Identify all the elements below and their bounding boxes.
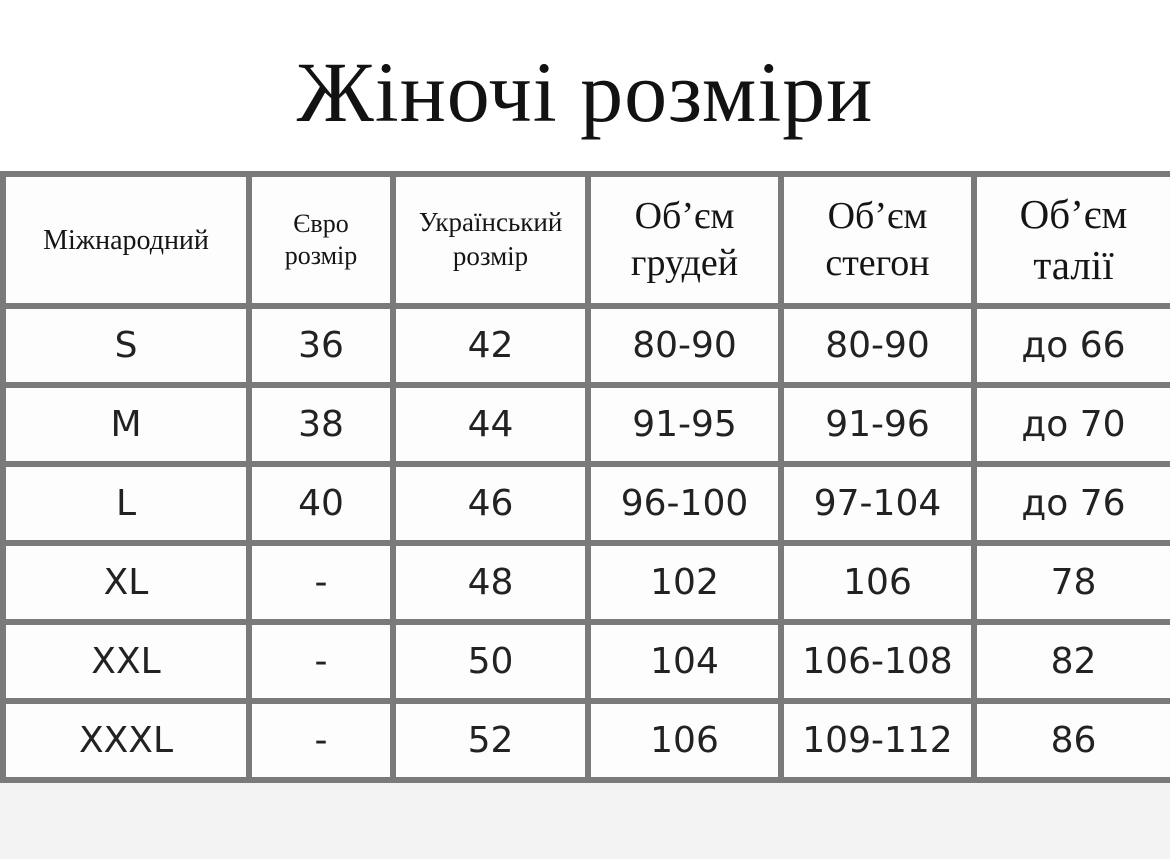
column-header-euro-size: Євро розмір xyxy=(246,171,396,309)
cell-waist: 78 xyxy=(971,540,1170,625)
table-row-xxl: XXL - 50 104 106-108 82 xyxy=(0,619,1170,704)
cell-chest: 91-95 xyxy=(585,382,784,467)
table-row-xl: XL - 48 102 106 78 xyxy=(0,540,1170,625)
cell-chest: 102 xyxy=(585,540,784,625)
cell-hips: 97-104 xyxy=(778,461,977,546)
cell-waist: 82 xyxy=(971,619,1170,704)
table-header-row: Міжнародний Євро розмір Український розм… xyxy=(0,171,1170,309)
cell-hips: 109-112 xyxy=(778,698,977,783)
footer-strip xyxy=(0,783,1170,859)
cell-chest: 80-90 xyxy=(585,303,784,388)
cell-international: S xyxy=(0,303,252,388)
column-header-ukrainian-size: Український розмір xyxy=(390,171,591,309)
table-row-xxxl: XXXL - 52 106 109-112 86 xyxy=(0,698,1170,783)
cell-euro-size: - xyxy=(246,698,396,783)
cell-chest: 106 xyxy=(585,698,784,783)
women-sizes-table: Міжнародний Євро розмір Український розм… xyxy=(0,171,1170,783)
cell-chest: 104 xyxy=(585,619,784,704)
cell-hips: 106 xyxy=(778,540,977,625)
cell-euro-size: 38 xyxy=(246,382,396,467)
cell-ukr-size: 50 xyxy=(390,619,591,704)
table-row-l: L 40 46 96-100 97-104 до 76 xyxy=(0,461,1170,546)
cell-waist: до 66 xyxy=(971,303,1170,388)
cell-euro-size: - xyxy=(246,540,396,625)
cell-international: XXXL xyxy=(0,698,252,783)
cell-chest: 96-100 xyxy=(585,461,784,546)
table-row-m: M 38 44 91-95 91-96 до 70 xyxy=(0,382,1170,467)
cell-euro-size: 36 xyxy=(246,303,396,388)
cell-hips: 91-96 xyxy=(778,382,977,467)
cell-hips: 106-108 xyxy=(778,619,977,704)
column-header-waist-volume: Об’єм талії xyxy=(971,171,1170,309)
cell-international: M xyxy=(0,382,252,467)
cell-waist: до 76 xyxy=(971,461,1170,546)
cell-waist: до 70 xyxy=(971,382,1170,467)
cell-international: XXL xyxy=(0,619,252,704)
column-header-international: Міжнародний xyxy=(0,171,252,309)
cell-ukr-size: 48 xyxy=(390,540,591,625)
cell-ukr-size: 52 xyxy=(390,698,591,783)
column-header-chest-volume: Об’єм грудей xyxy=(585,171,784,309)
cell-ukr-size: 42 xyxy=(390,303,591,388)
cell-hips: 80-90 xyxy=(778,303,977,388)
cell-ukr-size: 46 xyxy=(390,461,591,546)
cell-international: XL xyxy=(0,540,252,625)
title-area: Жіночі розміри xyxy=(0,0,1170,171)
page-title: Жіночі розміри xyxy=(296,43,874,140)
cell-waist: 86 xyxy=(971,698,1170,783)
cell-ukr-size: 44 xyxy=(390,382,591,467)
cell-euro-size: - xyxy=(246,619,396,704)
column-header-hip-volume: Об’єм стегон xyxy=(778,171,977,309)
cell-euro-size: 40 xyxy=(246,461,396,546)
table-row-s: S 36 42 80-90 80-90 до 66 xyxy=(0,303,1170,388)
cell-international: L xyxy=(0,461,252,546)
